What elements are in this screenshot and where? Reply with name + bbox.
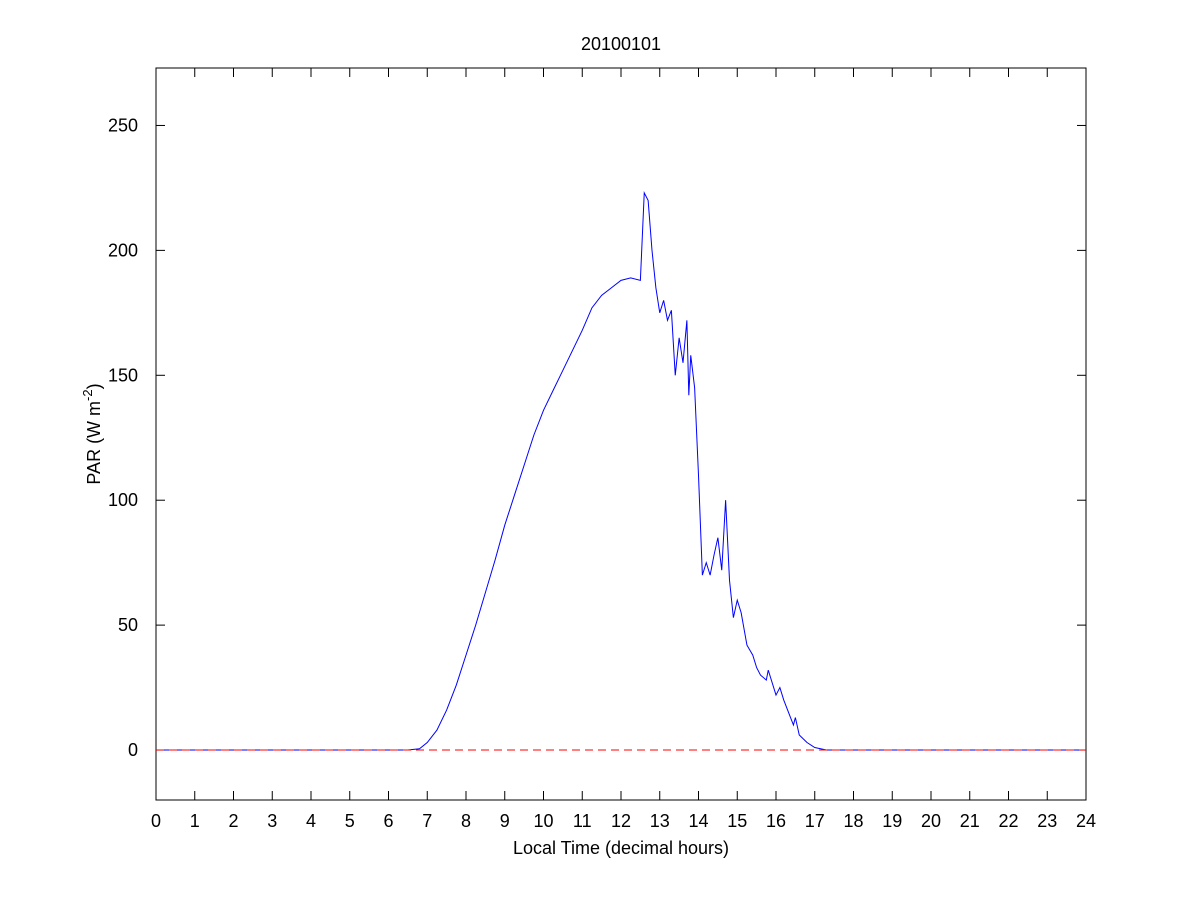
x-tick-label: 7	[422, 811, 432, 831]
y-label-text: PAR (W m	[84, 401, 104, 485]
x-tick-label: 9	[500, 811, 510, 831]
chart-title: 20100101	[581, 34, 661, 54]
y-tick-label: 100	[108, 490, 138, 510]
y-tick-label: 250	[108, 115, 138, 135]
x-tick-label: 6	[383, 811, 393, 831]
x-tick-label: 17	[805, 811, 825, 831]
x-tick-label: 15	[727, 811, 747, 831]
x-tick-label: 4	[306, 811, 316, 831]
x-tick-label: 0	[151, 811, 161, 831]
y-tick-label: 150	[108, 365, 138, 385]
x-tick-label: 2	[228, 811, 238, 831]
x-tick-label: 18	[843, 811, 863, 831]
x-tick-label: 14	[688, 811, 708, 831]
data-line	[156, 191, 1086, 751]
x-tick-label: 21	[960, 811, 980, 831]
y-axis-label: PAR (W m-2)	[80, 383, 104, 484]
x-tick-label: 1	[190, 811, 200, 831]
y-tick-label: 50	[118, 615, 138, 635]
x-tick-label: 5	[345, 811, 355, 831]
y-tick-label: 200	[108, 240, 138, 260]
x-tick-label: 20	[921, 811, 941, 831]
x-tick-label: 11	[573, 811, 592, 831]
x-tick-label: 3	[267, 811, 277, 831]
x-tick-label: 13	[650, 811, 670, 831]
x-tick-label: 24	[1076, 811, 1096, 831]
y-tick-label: 0	[128, 740, 138, 760]
x-tick-label: 12	[611, 811, 631, 831]
x-tick-label: 8	[461, 811, 471, 831]
x-axis-label: Local Time (decimal hours)	[513, 838, 729, 858]
x-tick-label: 23	[1037, 811, 1057, 831]
y-label-text-end: )	[84, 383, 104, 389]
x-tick-label: 16	[766, 811, 786, 831]
y-label-superscript: -2	[80, 389, 95, 401]
x-tick-label: 22	[998, 811, 1018, 831]
x-tick-label: 10	[533, 811, 553, 831]
x-tick-label: 19	[882, 811, 902, 831]
